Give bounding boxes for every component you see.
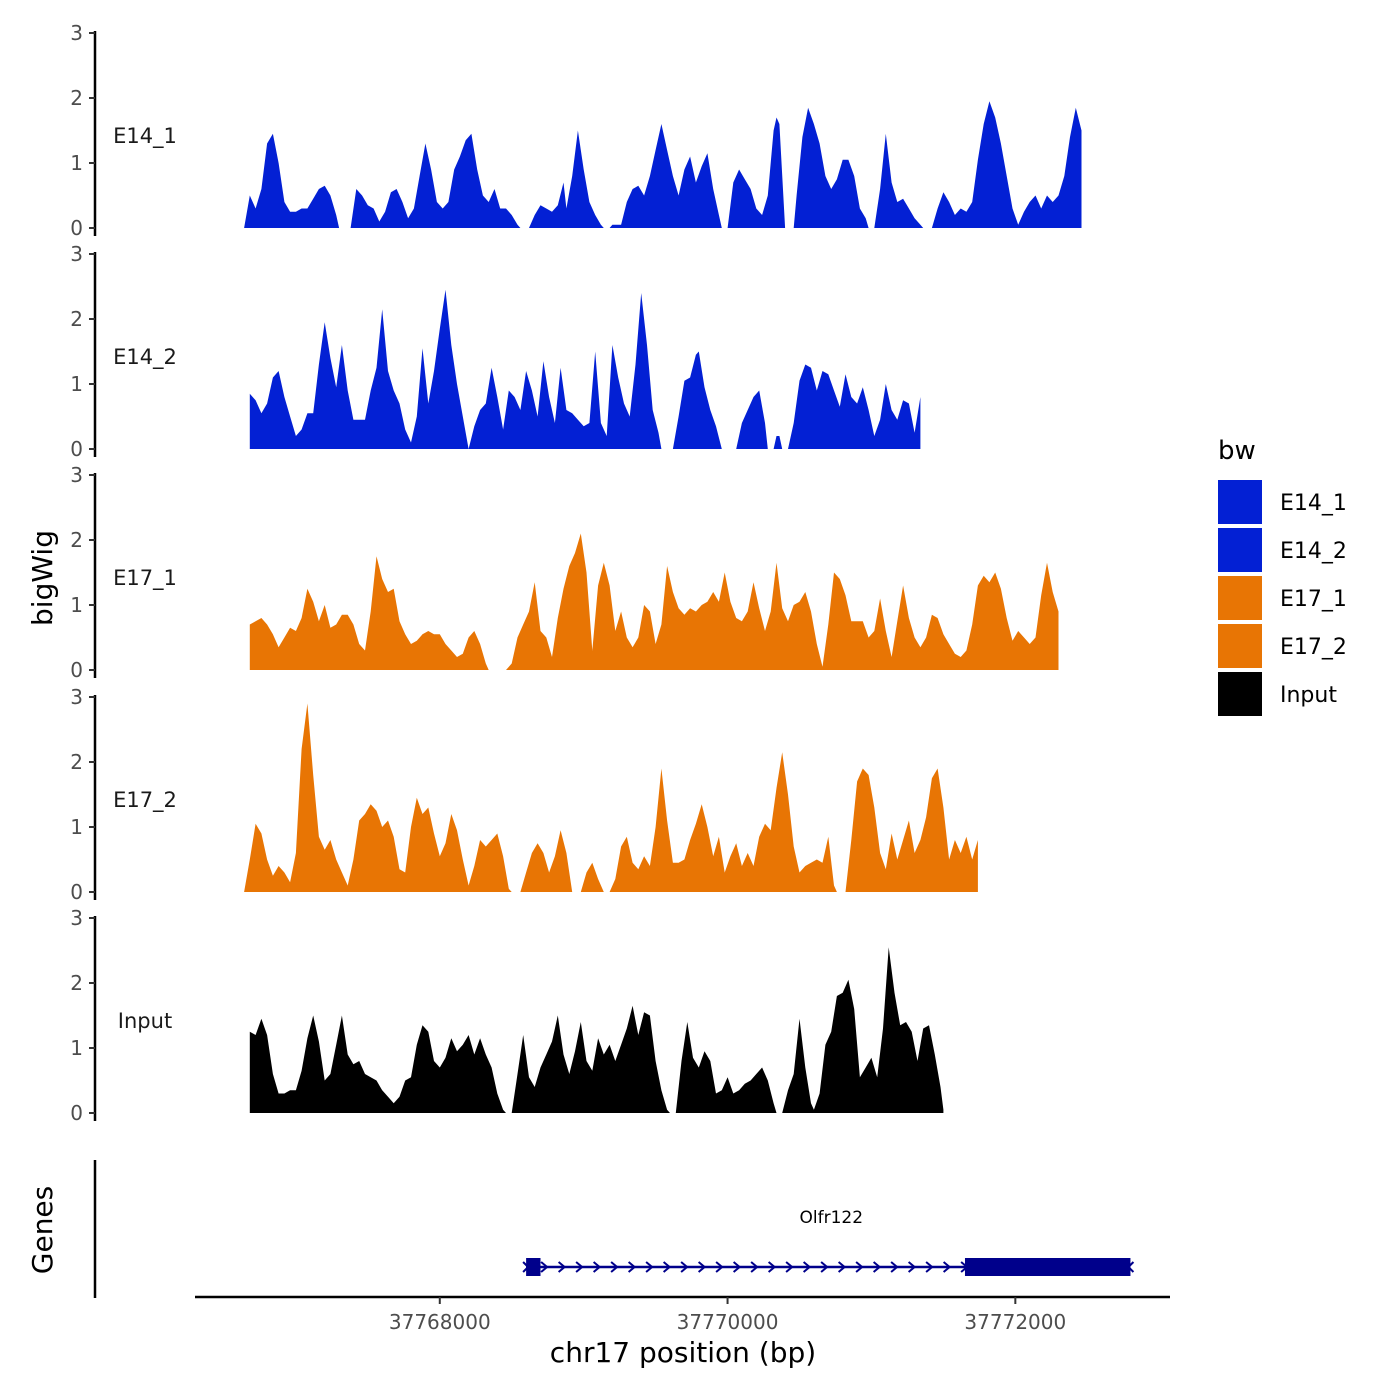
- strand-arrow: [697, 1261, 707, 1273]
- strand-arrow: [855, 1261, 864, 1273]
- track-e17-2: 0 1 2 3 E17_2: [70, 685, 978, 904]
- coverage-area: [249, 947, 944, 1113]
- coverage-area: [244, 703, 978, 892]
- strand-arrow: [942, 1261, 952, 1273]
- legend-item: E17_2: [1218, 624, 1347, 668]
- strand-arrow: [540, 1261, 549, 1273]
- track-label: E17_1: [113, 566, 177, 591]
- strand-arrow: [872, 1261, 882, 1273]
- gene-label: Olfr122: [800, 1208, 864, 1228]
- track-label: E14_2: [113, 345, 177, 370]
- y-axis-title: bigWig: [26, 530, 59, 626]
- track-label: Input: [118, 1009, 172, 1033]
- coverage-area: [249, 289, 921, 449]
- strand-arrow: [767, 1261, 777, 1273]
- legend-item: E14_1: [1218, 480, 1347, 524]
- legend-swatch: [1218, 576, 1262, 620]
- strand-arrow: [645, 1261, 654, 1273]
- strand-arrow: [662, 1261, 672, 1273]
- y-tick-label: 2: [70, 307, 83, 331]
- y-tick-label: 3: [70, 242, 83, 266]
- y-tick-label: 3: [70, 906, 83, 930]
- track-e14-1: 0 1 2 3 E14_1: [70, 21, 1082, 240]
- strand-arrow: [820, 1261, 829, 1273]
- strand-arrow: [785, 1261, 794, 1273]
- y-tick-label: 1: [70, 372, 83, 396]
- track-label: E14_1: [113, 124, 177, 149]
- y-tick-label: 3: [70, 21, 83, 45]
- strand-arrow: [837, 1261, 847, 1273]
- strand-arrow: [557, 1261, 567, 1273]
- coverage-area: [249, 533, 1059, 670]
- strand-arrow: [610, 1261, 619, 1273]
- x-tick-label: 37770000: [677, 1310, 779, 1334]
- y-tick-label: 0: [70, 216, 83, 240]
- legend-swatch: [1218, 480, 1262, 524]
- strand-arrow: [890, 1261, 899, 1273]
- x-tick-label: 37772000: [964, 1310, 1066, 1334]
- gene-olfr122: Olfr122: [522, 1208, 1135, 1276]
- y-tick-label: 1: [70, 593, 83, 617]
- legend-swatch: [1218, 528, 1262, 572]
- legend-item: E14_2: [1218, 528, 1347, 572]
- legend-label: E14_1: [1280, 491, 1347, 516]
- legend: E14_1 E14_2 E17_1 E17_2 Input: [1218, 480, 1347, 716]
- strand-arrow: [732, 1261, 742, 1273]
- y-tick-label: 2: [70, 750, 83, 774]
- strand-arrow: [802, 1261, 812, 1273]
- y-tick-label: 0: [70, 658, 83, 682]
- y-tick-label: 0: [70, 437, 83, 461]
- legend-title: bw: [1218, 436, 1256, 466]
- y-tick-label: 2: [70, 86, 83, 110]
- gene-panel: Olfr122: [93, 1160, 1135, 1298]
- legend-label: Input: [1280, 683, 1337, 708]
- legend-label: E17_2: [1280, 635, 1347, 660]
- x-axis-title: chr17 position (bp): [550, 1336, 816, 1369]
- track-e17-1: 0 1 2 3 E17_1: [70, 463, 1059, 682]
- y-tick-label: 1: [70, 815, 83, 839]
- tracks-layer: 0 1 2 3 E14_1 0 1 2 3 E14_2 0 1 2 3 E17_1 0 1 2 3 E17_2 0 1 2 3…: [70, 21, 1082, 1125]
- y-tick-label: 0: [70, 1101, 83, 1125]
- y-tick-label: 2: [70, 971, 83, 995]
- strand-arrow: [575, 1261, 584, 1273]
- y-tick-label: 1: [70, 151, 83, 175]
- exon: [526, 1258, 541, 1276]
- y-tick-label: 1: [70, 1036, 83, 1060]
- y-tick-label: 3: [70, 463, 83, 487]
- strand-arrow: [750, 1261, 759, 1273]
- legend-label: E17_1: [1280, 587, 1347, 612]
- strand-arrow: [680, 1261, 689, 1273]
- track-input: 0 1 2 3 Input: [70, 906, 944, 1125]
- gene-panel-title: Genes: [26, 1186, 59, 1274]
- legend-item: Input: [1218, 672, 1337, 716]
- y-tick-label: 2: [70, 528, 83, 552]
- strand-arrow: [925, 1261, 934, 1273]
- strand-arrow: [627, 1261, 637, 1273]
- track-e14-2: 0 1 2 3 E14_2: [70, 242, 921, 461]
- x-tick-label: 37768000: [389, 1310, 491, 1334]
- y-tick-label: 0: [70, 880, 83, 904]
- coverage-area: [244, 101, 1082, 228]
- exon: [964, 1258, 1131, 1276]
- legend-swatch: [1218, 672, 1262, 716]
- y-tick-label: 3: [70, 685, 83, 709]
- legend-label: E14_2: [1280, 539, 1347, 564]
- x-axis: 37768000 37770000 37772000: [195, 1295, 1170, 1334]
- legend-swatch: [1218, 624, 1262, 668]
- legend-item: E17_1: [1218, 576, 1347, 620]
- strand-arrow: [715, 1261, 724, 1273]
- track-label: E17_2: [113, 788, 177, 813]
- strand-arrow: [907, 1261, 917, 1273]
- strand-arrow: [592, 1261, 602, 1273]
